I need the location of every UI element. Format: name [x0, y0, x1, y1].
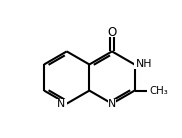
Text: N: N: [57, 99, 66, 109]
Text: NH: NH: [136, 59, 152, 69]
Bar: [108, 99, 116, 108]
Text: CH₃: CH₃: [149, 86, 168, 96]
Bar: [147, 86, 163, 95]
Bar: [108, 29, 116, 37]
Bar: [134, 60, 150, 69]
Bar: [57, 99, 67, 108]
Text: N: N: [108, 99, 116, 109]
Text: O: O: [107, 26, 117, 39]
